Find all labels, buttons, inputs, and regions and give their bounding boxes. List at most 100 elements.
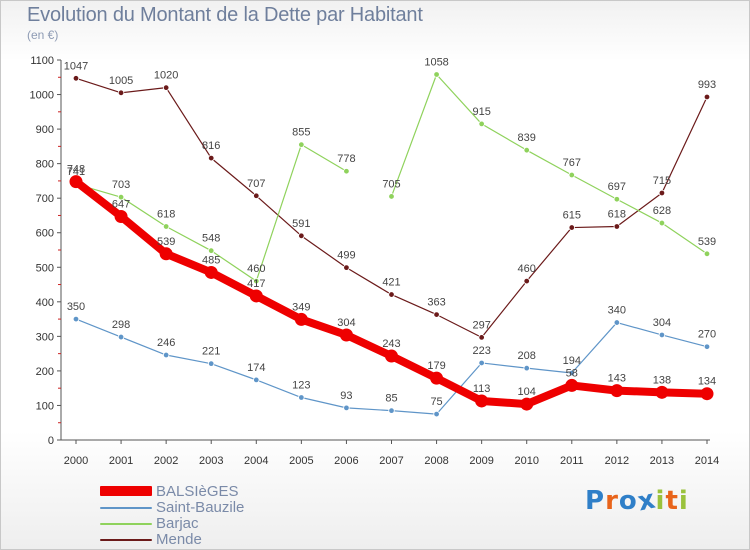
data-point-balsi-ges xyxy=(475,394,489,408)
data-label-saint-bauzile: 270 xyxy=(698,329,716,341)
legend-swatch-balsieges xyxy=(100,486,152,496)
data-point-mende xyxy=(253,192,260,199)
legend-swatch-mende xyxy=(100,539,152,541)
data-point-saint-bauzile xyxy=(162,351,170,359)
data-point-saint-bauzile xyxy=(343,404,350,412)
logo-letter: i xyxy=(655,486,666,516)
y-tick-label: 200 xyxy=(36,366,54,378)
data-label-saint-bauzile: 304 xyxy=(653,317,671,329)
x-tick-label: 2009 xyxy=(469,455,493,467)
data-point-saint-bauzile xyxy=(433,410,440,418)
data-label-mende: 993 xyxy=(698,79,716,91)
data-point-barjac xyxy=(253,277,260,285)
data-label-balsi-ges: 104 xyxy=(518,386,536,398)
x-tick-label: 2010 xyxy=(514,455,538,467)
data-label-balsi-ges: 134 xyxy=(698,376,716,388)
y-tick-label: 100 xyxy=(36,400,54,412)
data-point-barjac xyxy=(613,196,621,203)
data-point-mende xyxy=(658,189,666,197)
data-label-balsi-ges: 243 xyxy=(382,338,400,350)
data-label-mende: 615 xyxy=(563,210,581,222)
data-point-saint-bauzile xyxy=(658,331,666,339)
data-point-balsi-ges xyxy=(69,175,83,189)
data-point-saint-bauzile xyxy=(208,360,215,367)
data-label-mende: 715 xyxy=(653,175,671,187)
data-point-saint-bauzile xyxy=(613,319,621,326)
data-point-saint-bauzile xyxy=(703,343,711,350)
y-tick-label: 800 xyxy=(36,159,54,171)
data-point-saint-bauzile xyxy=(72,315,80,323)
legend-label-mende: Mende xyxy=(156,531,202,548)
data-point-barjac xyxy=(117,193,125,201)
x-tick-label: 2013 xyxy=(650,455,674,467)
legend-label-balsieges: BALSIèGES xyxy=(156,483,239,500)
data-point-barjac xyxy=(433,71,440,78)
legend-label-saint-bauzile: Saint-Bauzile xyxy=(156,499,245,516)
data-label-saint-bauzile: 75 xyxy=(430,396,442,408)
y-tick-label: 1100 xyxy=(30,55,54,67)
x-tick-label: 2006 xyxy=(334,455,358,467)
data-point-balsi-ges xyxy=(520,397,534,411)
data-point-balsi-ges xyxy=(294,312,308,326)
y-tick-label: 600 xyxy=(36,228,54,240)
data-point-mende xyxy=(568,224,575,231)
data-point-mende xyxy=(117,89,125,97)
data-label-barjac: 697 xyxy=(608,181,626,193)
data-label-saint-bauzile: 298 xyxy=(112,319,130,331)
data-point-saint-bauzile xyxy=(117,333,125,341)
data-point-mende xyxy=(703,93,711,101)
data-label-balsi-ges: 417 xyxy=(247,278,265,290)
data-point-barjac xyxy=(568,171,575,179)
data-point-balsi-ges xyxy=(565,378,579,392)
data-label-barjac: 855 xyxy=(292,127,310,139)
x-tick-label: 2014 xyxy=(695,455,719,467)
data-label-barjac: 703 xyxy=(112,179,130,191)
data-label-barjac: 460 xyxy=(247,263,265,275)
data-label-saint-bauzile: 340 xyxy=(608,305,626,317)
data-label-saint-bauzile: 208 xyxy=(518,350,536,362)
data-point-barjac xyxy=(162,223,170,230)
data-label-saint-bauzile: 246 xyxy=(157,337,175,349)
y-tick-label: 500 xyxy=(36,262,54,274)
data-point-balsi-ges xyxy=(114,209,128,223)
data-label-mende: 499 xyxy=(337,250,355,262)
data-point-balsi-ges xyxy=(610,384,624,398)
x-tick-label: 2004 xyxy=(244,455,268,467)
data-point-barjac xyxy=(388,193,395,200)
data-label-barjac: 705 xyxy=(382,178,400,190)
x-tick-label: 2001 xyxy=(109,455,133,467)
data-point-balsi-ges xyxy=(430,371,444,385)
data-label-balsi-ges: 58 xyxy=(566,367,578,379)
data-point-mende xyxy=(72,75,80,82)
data-label-saint-bauzile: 221 xyxy=(202,346,220,358)
data-label-barjac: 628 xyxy=(653,205,671,217)
data-label-saint-bauzile: 123 xyxy=(292,380,310,392)
data-label-balsi-ges: 113 xyxy=(473,383,491,395)
data-point-balsi-ges xyxy=(249,289,263,303)
data-point-saint-bauzile xyxy=(478,359,485,367)
data-point-barjac xyxy=(703,250,711,257)
data-point-mende xyxy=(478,334,485,341)
data-point-balsi-ges xyxy=(339,328,353,342)
y-tick-label: 300 xyxy=(36,331,54,343)
data-point-barjac xyxy=(298,141,305,148)
data-label-mende: 816 xyxy=(202,140,220,152)
data-point-saint-bauzile xyxy=(388,407,395,414)
logo-letter: t xyxy=(665,486,679,516)
data-label-saint-bauzile: 85 xyxy=(385,393,397,405)
data-point-barjac xyxy=(208,247,215,254)
data-point-balsi-ges xyxy=(159,247,173,261)
data-point-saint-bauzile xyxy=(253,376,260,384)
data-point-barjac xyxy=(658,219,666,227)
data-label-saint-bauzile: 93 xyxy=(340,390,352,402)
data-label-mende: 1005 xyxy=(109,75,133,87)
data-label-saint-bauzile: 350 xyxy=(67,301,85,313)
data-point-balsi-ges xyxy=(655,385,669,399)
data-point-mende xyxy=(388,291,395,298)
legend-swatch-barjac xyxy=(100,523,152,525)
data-label-balsi-ges: 304 xyxy=(337,317,355,329)
data-label-balsi-ges: 143 xyxy=(608,373,626,385)
data-label-mende: 363 xyxy=(427,297,445,309)
y-tick-label: 700 xyxy=(36,193,54,205)
